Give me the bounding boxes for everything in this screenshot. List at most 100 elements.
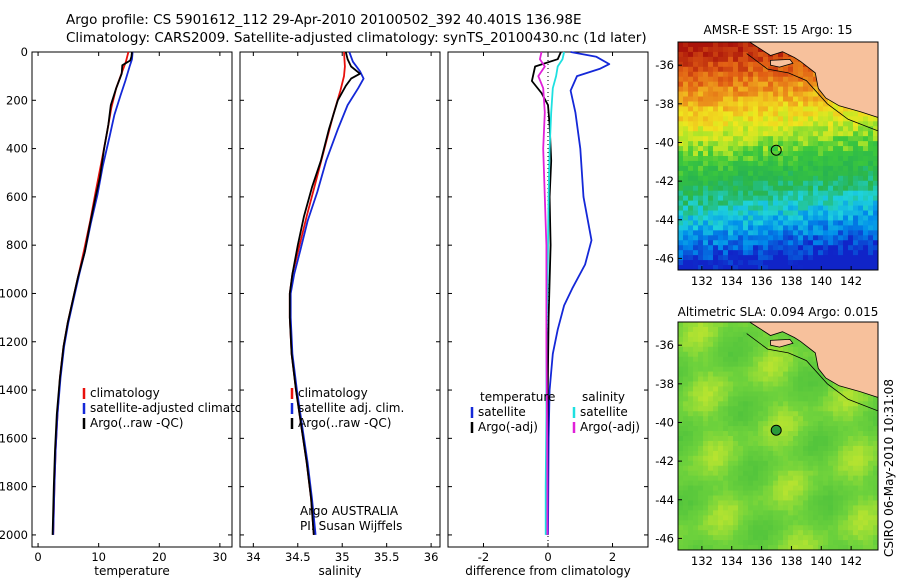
map-cell: [763, 436, 769, 442]
map-cell: [868, 126, 874, 132]
map-cell: [753, 240, 759, 246]
map-cell: [823, 245, 829, 251]
map-cell: [723, 391, 729, 397]
map-cell: [853, 111, 859, 117]
map-cell: [783, 76, 789, 83]
map-cell: [773, 230, 779, 236]
map-cell: [753, 460, 759, 467]
map-cell: [698, 351, 704, 358]
map-cell: [773, 76, 779, 83]
map-cell: [718, 42, 724, 48]
map-cell: [868, 396, 874, 402]
map-cell: [693, 265, 699, 270]
map-cell: [858, 230, 864, 236]
map-cell: [873, 436, 878, 442]
map-cell: [793, 485, 799, 492]
map-cell: [813, 131, 819, 137]
map-cell: [748, 366, 754, 373]
map-cell: [843, 490, 849, 496]
map-cell: [818, 180, 824, 187]
map-cell: [768, 386, 774, 392]
map-cell: [763, 136, 769, 142]
map-cell: [733, 465, 739, 472]
map-cell: [683, 175, 689, 182]
map-cell: [803, 391, 809, 397]
map-cell: [743, 520, 749, 526]
map-cell: [753, 431, 759, 437]
map-cell: [688, 391, 694, 397]
map-cell: [803, 101, 809, 107]
map-cell: [688, 450, 694, 457]
map-cell: [708, 170, 714, 177]
map-cell: [863, 440, 869, 447]
map-cell: [713, 86, 719, 93]
map-cell: [703, 101, 709, 107]
map-cell: [788, 485, 794, 492]
map-cell: [738, 61, 744, 68]
map-cell: [708, 156, 714, 162]
map-cell: [723, 141, 729, 147]
map-cell: [848, 436, 854, 442]
map-cell: [733, 96, 739, 102]
map-cell: [758, 156, 764, 162]
map-cell: [813, 121, 819, 127]
map-cell: [733, 440, 739, 447]
map-cell: [693, 51, 699, 58]
map-cell: [783, 220, 789, 226]
map-cell: [778, 436, 784, 442]
map-cell: [758, 146, 764, 152]
map-cells: [678, 42, 878, 270]
map-cell: [698, 406, 704, 412]
map-cell: [778, 445, 784, 452]
map-cell: [798, 366, 804, 373]
map-cell: [783, 96, 789, 102]
map-cell: [753, 520, 759, 526]
map-cell: [783, 520, 789, 526]
map-cell: [693, 356, 699, 363]
map-cell: [763, 111, 769, 117]
map-cell: [798, 381, 804, 387]
map-cell: [853, 445, 859, 452]
map-cell: [818, 255, 824, 261]
map-cell: [713, 156, 719, 162]
map-cell: [868, 265, 874, 270]
map-cell: [838, 386, 844, 392]
map-cell: [858, 255, 864, 261]
map-cell: [688, 126, 694, 132]
map-cell: [843, 431, 849, 437]
map-cell: [748, 341, 754, 348]
map-cell: [818, 371, 824, 378]
map-cell: [738, 42, 744, 48]
map-cell: [773, 210, 779, 216]
map-cell: [698, 431, 704, 437]
map-cell: [778, 156, 784, 162]
map-cell: [823, 436, 829, 442]
map-cell: [728, 265, 734, 270]
map-cell: [698, 42, 704, 48]
map-cell: [843, 450, 849, 457]
map-cell: [788, 540, 794, 546]
map-cell: [733, 530, 739, 536]
map-cell: [698, 356, 704, 363]
map-cell: [838, 545, 844, 550]
map-cell: [708, 160, 714, 167]
map-cell: [738, 265, 744, 270]
map-cell: [708, 450, 714, 457]
map-cell: [843, 515, 849, 521]
map-cell: [698, 505, 704, 511]
map-cell: [733, 411, 739, 417]
map-cell: [763, 371, 769, 378]
map-cell: [833, 411, 839, 417]
land-mass: [748, 42, 878, 118]
map-cell: [678, 91, 684, 98]
map-cell: [698, 185, 704, 192]
map-cell: [803, 351, 809, 358]
map-cell: [778, 346, 784, 353]
map-cell: [773, 520, 779, 526]
map-cell: [688, 245, 694, 251]
map-cell: [823, 170, 829, 177]
map-cell: [678, 205, 684, 212]
map-cell: [738, 510, 744, 516]
argo-marker: [770, 144, 782, 156]
map-cell: [768, 250, 774, 256]
